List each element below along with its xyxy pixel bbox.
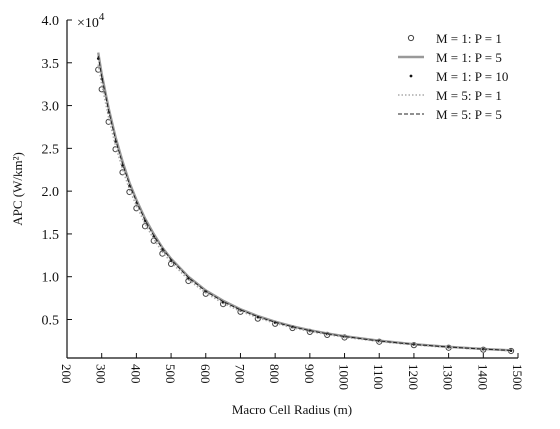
data-point: [133, 205, 140, 212]
legend-swatch: [407, 34, 415, 42]
legend-item: M = 5: P = 1: [398, 88, 502, 103]
legend-label: M = 1: P = 1: [436, 31, 502, 46]
x-tick-label: 1200: [406, 364, 421, 390]
y-tick-label: 3.0: [42, 100, 60, 115]
x-tick-label: 300: [94, 364, 109, 384]
legend-label: M = 5: P = 1: [436, 88, 502, 103]
series-5: [97, 55, 512, 351]
y-tick-label: 2.5: [42, 142, 60, 157]
series-2: [97, 52, 512, 352]
legend-item: M = 1: P = 1: [407, 31, 502, 46]
x-tick-label: 1100: [371, 364, 386, 390]
legend-label: M = 5: P = 5: [436, 107, 502, 122]
series-4: [97, 64, 512, 352]
y-tick-label: 2.0: [42, 185, 60, 200]
y-tick-label: 1.0: [42, 271, 60, 286]
legend-label: M = 1: P = 10: [436, 69, 508, 84]
x-tick-label: 1300: [441, 364, 456, 390]
x-tick-label: 600: [198, 364, 213, 384]
legend-swatch: [409, 74, 413, 78]
x-tick-label: 500: [163, 364, 178, 384]
x-tick-label: 800: [267, 364, 282, 384]
plot-area: [66, 20, 518, 359]
y-tick-label: 0.5: [42, 313, 60, 328]
x-tick-label: 900: [302, 364, 317, 384]
y-ticks: 0.5 1.0 1.5 2.0 2.5 3.0 3.5 4.0: [42, 14, 72, 328]
y-tick-label: 1.5: [42, 228, 60, 243]
x-tick-label: 1500: [510, 364, 525, 390]
x-tick-label: 1400: [475, 364, 490, 390]
data-point: [187, 277, 190, 280]
x-tick-label: 400: [128, 364, 143, 384]
y-multiplier: ×104: [77, 11, 105, 31]
legend-item: M = 5: P = 5: [398, 107, 502, 122]
legend-label: M = 1: P = 5: [436, 50, 502, 65]
y-axis-label: APC (W/km²): [10, 152, 25, 226]
legend: M = 1: P = 1 M = 1: P = 5 M = 1: P = 10 M =…: [398, 31, 508, 122]
legend-item: M = 1: P = 5: [398, 50, 502, 65]
y-tick-label: 4.0: [42, 14, 60, 29]
legend-item: M = 1: P = 10: [409, 69, 508, 84]
series-line: [97, 55, 512, 351]
x-tick-label: 1000: [337, 364, 352, 390]
series-line: [97, 52, 512, 352]
series-layer: [95, 52, 515, 355]
data-point: [159, 250, 166, 257]
data-point: [141, 223, 149, 230]
x-tick-label: 200: [59, 364, 74, 384]
x-tick-label: 700: [232, 364, 247, 384]
series-line: [97, 64, 512, 352]
y-tick-label: 3.5: [42, 57, 60, 72]
x-ticks: 200 300 400 500 600 700 800 900 1000 1100 1200 1300…: [59, 353, 525, 390]
x-axis-label: Macro Cell Radius (m): [232, 402, 352, 417]
